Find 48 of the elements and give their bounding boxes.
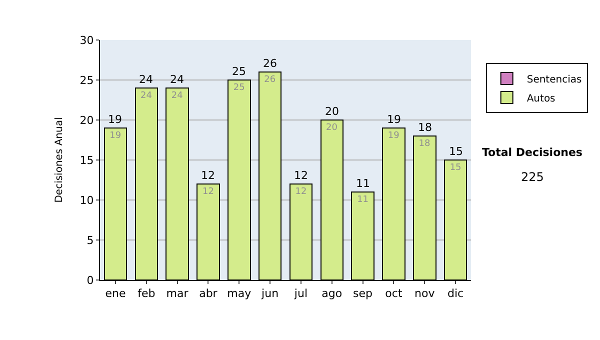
x-tick-label: may — [227, 287, 252, 300]
y-tick-label: 30 — [80, 34, 94, 47]
total-label: 11 — [356, 177, 370, 190]
data-label: 12 — [202, 187, 214, 197]
y-axis-title: Decisiones Anual — [54, 117, 65, 203]
total-label: 25 — [232, 65, 246, 78]
total-label: 24 — [139, 73, 153, 86]
y-tick-label: 0 — [86, 274, 94, 287]
total-label: 26 — [263, 57, 277, 70]
data-label: 26 — [264, 75, 276, 85]
total-label: 12 — [201, 169, 215, 182]
x-tick-label: ene — [105, 287, 126, 300]
x-tick-label: abr — [199, 287, 218, 300]
y-tick-label: 10 — [80, 194, 94, 207]
data-label: 24 — [171, 91, 184, 101]
x-tick-label: jul — [293, 287, 308, 300]
total-label: 24 — [170, 73, 184, 86]
text: 225 — [521, 170, 544, 184]
data-label: 20 — [326, 123, 338, 133]
data-label: 12 — [295, 187, 307, 197]
y-tick-label: 15 — [80, 154, 94, 167]
data-label: 18 — [418, 139, 430, 149]
total-label: 12 — [294, 169, 308, 182]
legend-label: Autos — [526, 93, 556, 104]
total-label: 19 — [387, 113, 401, 126]
data-label: 19 — [388, 131, 400, 141]
data-label: 24 — [140, 91, 152, 101]
x-tick-label: feb — [138, 287, 156, 300]
y-tick-label: 5 — [86, 234, 94, 247]
x-tick-label: ago — [322, 287, 342, 300]
y-tick-label: 25 — [80, 74, 94, 87]
x-tick-label: sep — [353, 287, 373, 300]
x-tick-label: oct — [385, 287, 403, 300]
data-label: 25 — [233, 83, 245, 93]
total-label: 20 — [325, 105, 339, 118]
legend-label: Sentencias — [526, 74, 582, 86]
total-label: 19 — [108, 113, 122, 126]
x-tick-label: jun — [260, 287, 279, 300]
total-label: 18 — [418, 121, 432, 134]
total-label: 15 — [449, 145, 463, 158]
data-label: 19 — [110, 131, 122, 141]
x-tick-label: dic — [447, 287, 464, 300]
text: Total Decisiones — [482, 146, 583, 159]
x-tick-label: mar — [166, 287, 189, 300]
y-tick-label: 20 — [80, 114, 94, 127]
x-tick-label: nov — [414, 287, 436, 300]
data-label: 15 — [450, 163, 462, 173]
data-label: 11 — [357, 195, 369, 205]
